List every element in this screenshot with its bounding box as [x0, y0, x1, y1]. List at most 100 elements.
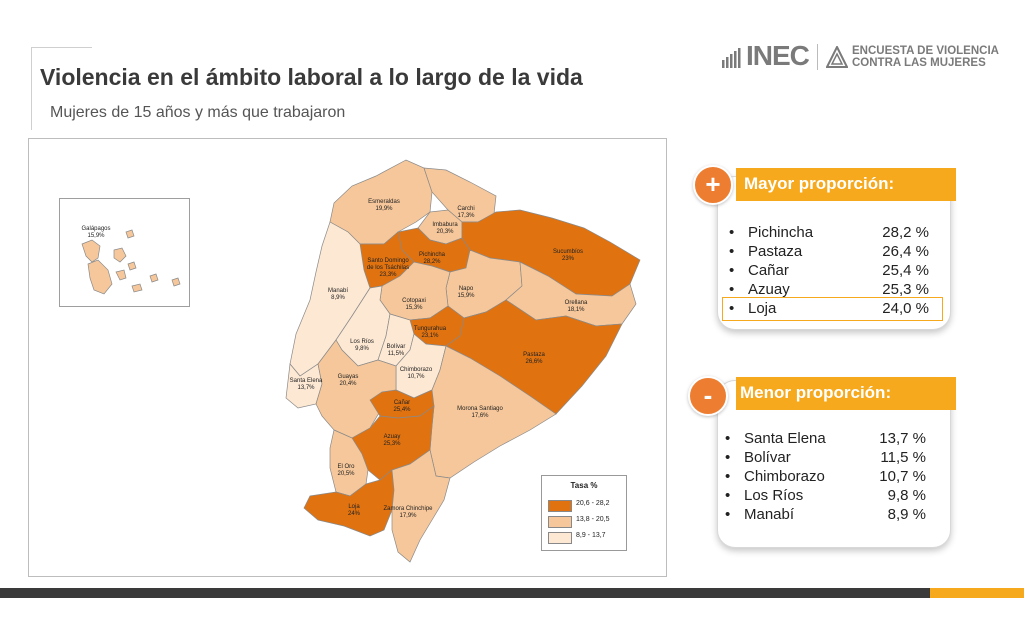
bullet: • — [729, 262, 735, 279]
menor-proporcion-title: Menor proporción: — [740, 383, 892, 402]
footer-bar — [0, 588, 1024, 598]
province-name-cotopaxi: Cotopaxi — [402, 298, 426, 304]
province-value-loja: 24% — [348, 511, 361, 517]
menor-proporcion-header: Menor proporción: — [736, 377, 956, 410]
legend-title: Tasa % — [570, 481, 598, 490]
province-name-imbabura: Imbabura — [432, 222, 458, 228]
rank-value: 11,5 % — [880, 449, 926, 466]
rank-value: 25,3 % — [882, 281, 929, 298]
bar-chart-icon — [722, 48, 741, 68]
rank-value: 13,7 % — [879, 430, 926, 447]
bullet: • — [725, 430, 731, 447]
legend-row-high: 20,6 - 28,2 — [548, 499, 624, 512]
title-bracket-decoration — [31, 47, 92, 130]
province-name-guayas: Guayas — [338, 374, 359, 380]
rank-item: • Manabí 8,9 % — [725, 506, 926, 525]
province-value-orellana: 18,1% — [567, 307, 585, 313]
province-name-santo-domingo-de-los-tsachilas: de los Tsáchilas — [367, 265, 409, 271]
rank-province-name: Loja — [748, 300, 777, 317]
province-name-chimborazo: Chimborazo — [400, 367, 433, 373]
province-value-azuay: 25,3% — [383, 441, 401, 447]
legend-label: 20,6 - 28,2 — [576, 500, 610, 507]
rank-value: 8,9 % — [887, 506, 926, 523]
province-name-santa-elena: Santa Elena — [290, 378, 323, 384]
province-name-loja: Loja — [348, 504, 360, 510]
legend-row-mid: 13,8 - 20,5 — [548, 515, 624, 528]
triangle-icon — [826, 46, 848, 68]
rank-item: • Santa Elena 13,7 % — [725, 430, 926, 449]
bullet: • — [725, 506, 731, 523]
province-name-sucumbios: Sucumbíos — [553, 249, 583, 255]
province-value-santo-domingo-de-los-tsachilas: 23,3% — [379, 272, 397, 278]
legend-label: 8,9 - 13,7 — [576, 532, 606, 539]
province-name-pichincha: Pichincha — [419, 252, 446, 258]
logo-brand: INEC — [746, 40, 810, 71]
province-value-napo: 15,9% — [457, 293, 475, 299]
loja-highlight-box — [722, 297, 943, 321]
rank-item: • Los Ríos 9,8 % — [725, 487, 926, 506]
province-name-los-rios: Los Ríos — [350, 339, 374, 345]
province-name-bolivar: Bolívar — [387, 344, 406, 350]
rank-province-name: Chimborazo — [744, 468, 825, 485]
rank-province-name: Azuay — [748, 281, 790, 298]
province-galapagos — [81, 229, 181, 295]
rank-item: • Pichincha 28,2 % — [729, 224, 929, 243]
province-value-guayas: 20,4% — [339, 381, 357, 387]
logo-line-2: CONTRA LAS MUJERES — [852, 57, 986, 69]
mayor-proporcion-panel — [717, 176, 951, 330]
province-name-morona-santiago: Morona Santiago — [457, 406, 503, 412]
province-value-bolivar: 11,5% — [388, 351, 405, 357]
bullet: • — [725, 468, 731, 485]
province-value-pastaza: 26,6% — [525, 359, 543, 365]
province-name-galapagos: Galápagos — [81, 226, 110, 232]
province-value-el-oro: 20,5% — [337, 471, 355, 477]
province-value-manabi: 8,9% — [331, 295, 345, 301]
rank-value: 25,4 % — [882, 262, 929, 279]
slide-subtitle: Mujeres de 15 años y más que trabajaron — [50, 104, 346, 121]
province-value-sucumbios: 23% — [562, 256, 575, 262]
mayor-proporcion-title: Mayor proporción: — [744, 174, 895, 193]
bullet: • — [729, 281, 735, 298]
rank-province-name: Los Ríos — [744, 487, 804, 504]
rank-province-name: Cañar — [748, 262, 789, 279]
province-name-tungurahua: Tungurahua — [414, 326, 447, 332]
province-name-pastaza: Pastaza — [523, 352, 545, 358]
province-value-los-rios: 9,8% — [355, 346, 369, 352]
province-value-chimborazo: 10,7% — [407, 374, 425, 380]
rank-province-name: Pichincha — [748, 224, 814, 241]
rank-item: • Chimborazo 10,7 % — [725, 468, 926, 487]
rank-value: 26,4 % — [882, 243, 929, 260]
footer-accent — [930, 588, 1024, 598]
rank-value: 10,7 % — [879, 468, 926, 485]
bullet: • — [729, 224, 735, 241]
rank-item: • Azuay 25,3 % — [729, 281, 929, 300]
rank-item: • Loja 24,0 % — [729, 300, 929, 319]
province-value-tungurahua: 23,1% — [421, 333, 439, 339]
rank-province-name: Bolívar — [744, 449, 791, 466]
province-value-canar: 25,4% — [393, 407, 411, 413]
rank-province-name: Manabí — [744, 506, 795, 523]
legend-row-low: 8,9 - 13,7 — [548, 531, 624, 544]
rank-value: 28,2 % — [882, 224, 929, 241]
plus-sign: + — [705, 169, 721, 199]
mayor-proporcion-header: Mayor proporción: — [736, 168, 956, 201]
province-value-carchi: 17,3% — [457, 213, 475, 219]
rank-value: 9,8 % — [887, 487, 926, 504]
province-name-canar: Cañar — [394, 400, 410, 406]
province-zamora-chinchipe — [391, 449, 451, 563]
province-name-el-oro: El Oro — [337, 464, 355, 470]
legend-swatch — [548, 532, 572, 544]
map-legend: Tasa % 20,6 - 28,2 13,8 - 20,5 8,9 - 13,… — [541, 475, 627, 551]
minus-sign: - — [703, 380, 713, 410]
rank-province-name: Pastaza — [748, 243, 803, 260]
province-value-santa-elena: 13,7% — [297, 385, 315, 391]
bullet: • — [729, 243, 735, 260]
logo-separator — [817, 44, 818, 70]
plus-icon: + — [693, 165, 733, 205]
legend-swatch — [548, 516, 572, 528]
rank-item: • Cañar 25,4 % — [729, 262, 929, 281]
province-value-zamora-chinchipe: 17,9% — [399, 513, 417, 519]
minus-icon: - — [688, 376, 728, 416]
rank-value: 24,0 % — [882, 300, 929, 317]
